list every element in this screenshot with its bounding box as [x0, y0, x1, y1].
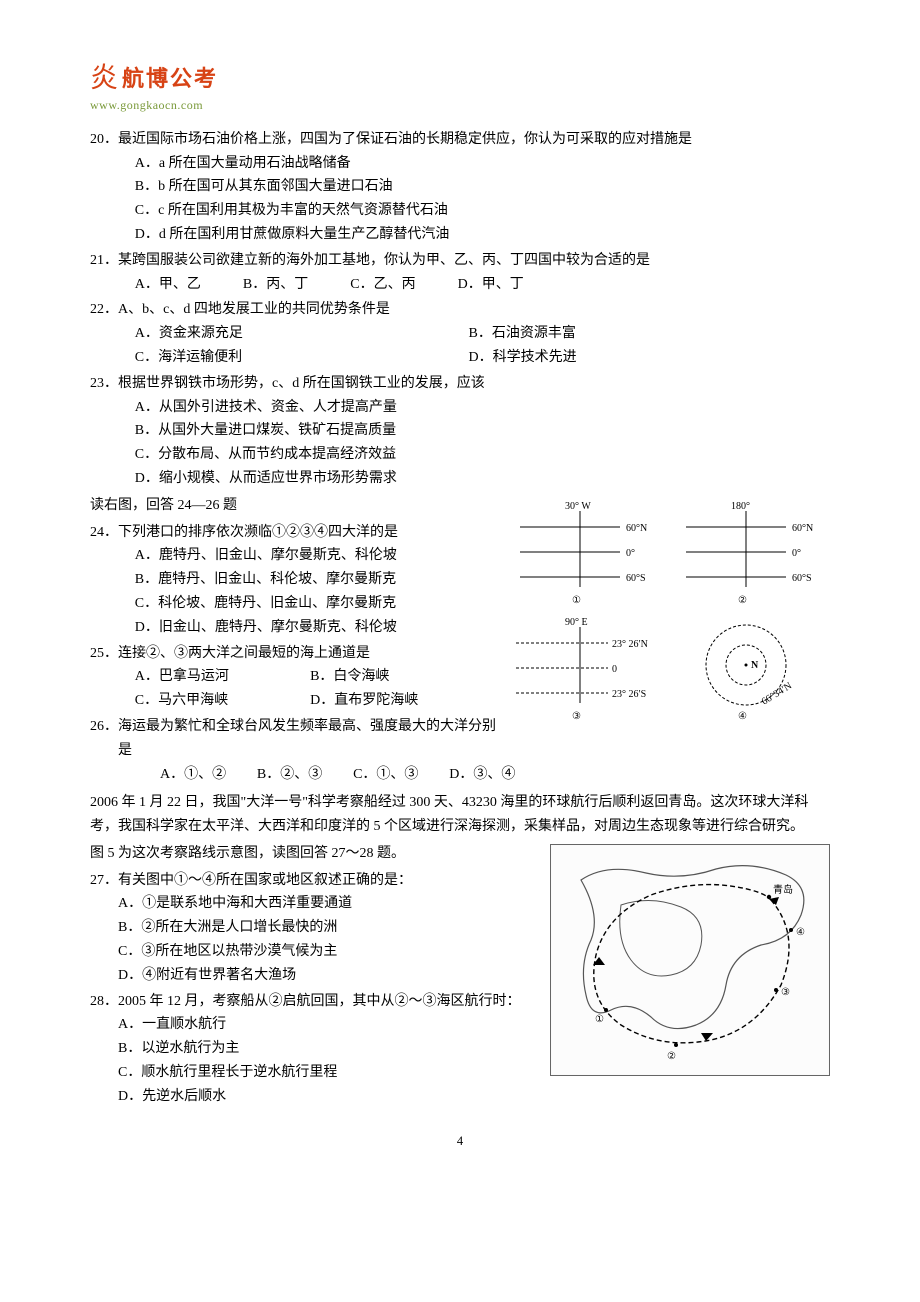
q21-opt-a: A．甲、乙 — [135, 273, 201, 297]
svg-text:0°: 0° — [792, 548, 801, 559]
svg-text:60°S: 60°S — [626, 573, 646, 584]
question-21: 21．某跨国服装公司欲建立新的海外加工基地，你认为甲、乙、丙、丁四国中较为合适的… — [90, 249, 830, 297]
brand-name: 航博公考 — [122, 60, 218, 97]
q26-opt-b: B．②、③ — [257, 763, 322, 787]
svg-text:66°34′N: 66°34′N — [760, 680, 794, 707]
q25-opt-b: B．白令海峡 — [310, 665, 485, 689]
svg-text:N: N — [751, 660, 759, 671]
q23-text: 23．根据世界钢铁市场形势，c、d 所在国钢铁工业的发展，应该 — [90, 372, 830, 396]
q21-text: 21．某跨国服装公司欲建立新的海外加工基地，你认为甲、乙、丙、丁四国中较为合适的… — [90, 249, 830, 273]
q25-opt-a: A．巴拿马运河 — [135, 665, 310, 689]
svg-text:23° 26′S: 23° 26′S — [612, 689, 646, 700]
diagram-3: 90° E 23° 26′N 0 23° 26′S ③ — [510, 613, 664, 723]
q23-opt-d: D．缩小规模、从而适应世界市场形势需求 — [135, 467, 830, 491]
diagram-2: 180° 60°N 0° 60°S ② — [676, 497, 830, 607]
diagram-panel: 30° W 60°N 0° 60°S ① 180° 60°N 0° 60°S — [510, 497, 830, 723]
diagram-4: N 66°34′N ④ — [676, 613, 830, 723]
q23-opt-c: C．分散布局、从而节约成本提高经济效益 — [135, 443, 830, 467]
q25-opt-d: D．直布罗陀海峡 — [310, 689, 485, 713]
q21-opt-c: C．乙、丙 — [350, 273, 415, 297]
svg-text:60°N: 60°N — [626, 523, 647, 534]
diagram-1: 30° W 60°N 0° 60°S ① — [510, 497, 664, 607]
d2-top: 180° — [731, 501, 750, 512]
q22-opt-c: C．海洋运输便利 — [135, 346, 469, 370]
svg-text:0°: 0° — [626, 548, 635, 559]
q20-opt-a: A．a 所在国大量动用石油战略储备 — [135, 152, 830, 176]
question-23: 23．根据世界钢铁市场形势，c、d 所在国钢铁工业的发展，应该 A．从国外引进技… — [90, 372, 830, 491]
svg-text:青岛: 青岛 — [773, 883, 793, 896]
q22-opt-a: A．资金来源充足 — [135, 322, 469, 346]
q21-opt-d: D．甲、丁 — [458, 273, 524, 297]
stem-27-28-p1: 2006 年 1 月 22 日，我国"大洋一号"科学考察船经过 300 天、43… — [90, 791, 830, 839]
q22-opt-b: B．石油资源丰富 — [468, 322, 802, 346]
question-20: 20．最近国际市场石油价格上涨，四国为了保证石油的长期稳定供应，你认为可采取的应… — [90, 128, 830, 247]
d1-top: 30° W — [565, 501, 591, 512]
q20-opt-c: C．c 所在国利用其极为丰富的天然气资源替代石油 — [135, 199, 830, 223]
svg-text:③: ③ — [781, 987, 790, 998]
svg-text:②: ② — [667, 1051, 676, 1062]
map-figure: ① ② ③ ④ 青岛 — [550, 844, 830, 1076]
q26-opt-a: A．①、② — [160, 763, 226, 787]
svg-text:60°S: 60°S — [792, 573, 812, 584]
q28-opt-d: D．先逆水后顺水 — [118, 1085, 830, 1109]
svg-text:④: ④ — [738, 711, 747, 722]
page-number: 4 — [90, 1131, 830, 1152]
q23-opt-a: A．从国外引进技术、资金、人才提高产量 — [135, 396, 830, 420]
q25-opt-c: C．马六甲海峡 — [135, 689, 310, 713]
q26-opt-d: D．③、④ — [449, 763, 515, 787]
q20-text: 20．最近国际市场石油价格上涨，四国为了保证石油的长期稳定供应，你认为可采取的应… — [90, 128, 830, 152]
svg-text:③: ③ — [572, 711, 581, 722]
brand-url: www.gongkaocn.com — [90, 95, 830, 115]
brand-logo: 炎 航博公考 www.gongkaocn.com — [90, 60, 830, 116]
q26-opt-c: C．①、③ — [353, 763, 418, 787]
q20-opt-b: B．b 所在国可从其东面邻国大量进口石油 — [135, 175, 830, 199]
question-26: 26．海运最为繁忙和全球台风发生频率最高、强度最大的大洋分别是 A．①、② B．… — [90, 715, 830, 786]
q21-opt-b: B．丙、丁 — [243, 273, 308, 297]
d3-top: 90° E — [565, 617, 588, 628]
svg-text:0: 0 — [612, 664, 617, 675]
q23-opt-b: B．从国外大量进口煤炭、铁矿石提高质量 — [135, 419, 830, 443]
q22-opt-d: D．科学技术先进 — [468, 346, 802, 370]
svg-text:23° 26′N: 23° 26′N — [612, 639, 648, 650]
q20-opt-d: D．d 所在国利用甘蔗做原料大量生产乙醇替代汽油 — [135, 223, 830, 247]
svg-text:60°N: 60°N — [792, 523, 813, 534]
q22-text: 22．A、b、c、d 四地发展工业的共同优势条件是 — [90, 298, 830, 322]
question-22: 22．A、b、c、d 四地发展工业的共同优势条件是 A．资金来源充足 B．石油资… — [90, 298, 830, 369]
svg-text:①: ① — [595, 1014, 604, 1025]
flame-icon: 炎 — [90, 65, 118, 93]
svg-text:②: ② — [738, 595, 747, 606]
svg-text:④: ④ — [796, 927, 805, 938]
svg-text:①: ① — [572, 595, 581, 606]
